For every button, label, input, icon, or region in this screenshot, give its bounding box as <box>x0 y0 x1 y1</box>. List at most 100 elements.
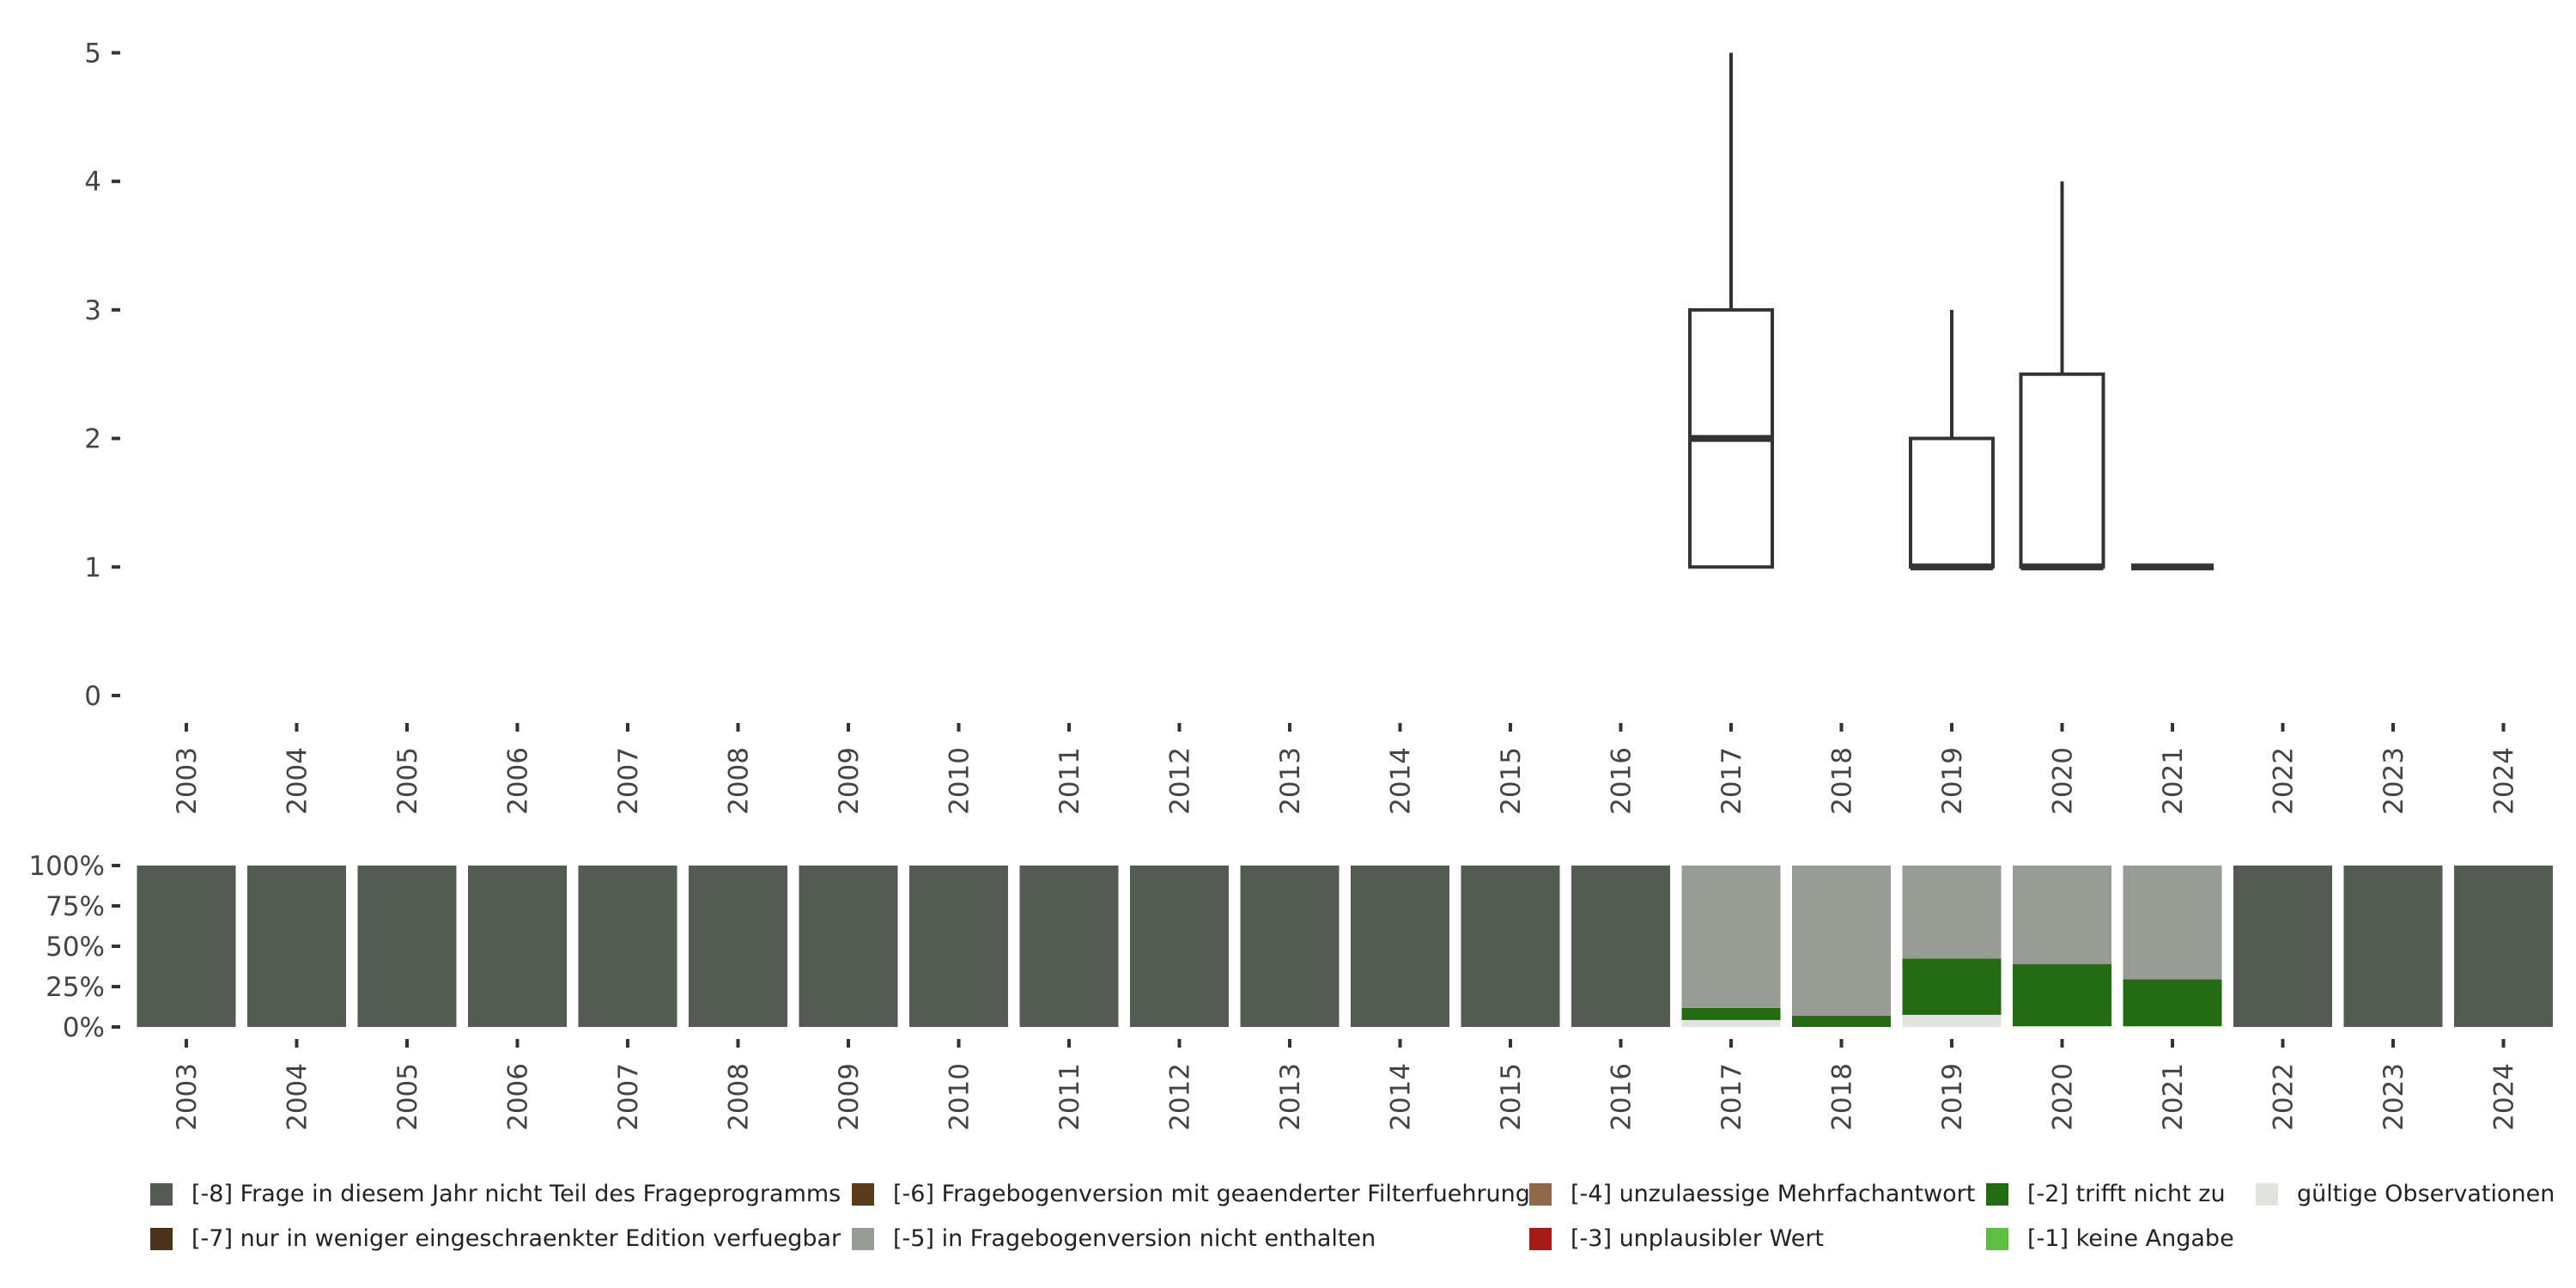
bar-segment <box>468 866 567 1027</box>
box <box>1909 436 1995 569</box>
bar-segment <box>1902 958 2002 1015</box>
y-tick-label: 1 <box>84 552 101 583</box>
x-tick-label: 2008 <box>724 1063 755 1131</box>
x-tick-label: 2022 <box>2269 747 2300 815</box>
legend-item: [-1] keine Angabe <box>1986 1225 2234 1252</box>
x-tick-label: 2024 <box>2489 1063 2520 1131</box>
x-tick-label: 2004 <box>283 1063 313 1131</box>
bar-segment <box>2123 979 2222 1027</box>
x-tick-label: 2004 <box>283 747 313 815</box>
legend-swatch <box>150 1182 173 1206</box>
legend-swatch <box>1529 1227 1552 1250</box>
x-tick-label: 2019 <box>1937 1063 1968 1131</box>
y-tick-label: 0 <box>84 681 101 712</box>
x-tick-label: 2009 <box>834 1063 865 1131</box>
x-tick-label: 2014 <box>1386 747 1417 815</box>
bar-segment <box>2454 866 2553 1027</box>
x-tick-label: 2007 <box>613 1063 644 1131</box>
legend-item: [-7] nur in weniger eingeschraenkter Edi… <box>150 1225 841 1252</box>
x-tick-label: 2023 <box>2379 747 2409 815</box>
bar-segment <box>1792 1015 1891 1027</box>
bar-segment <box>2013 963 2111 1027</box>
x-tick-label: 2017 <box>1716 1063 1747 1131</box>
x-tick-label: 2012 <box>1165 747 1196 815</box>
bar-segment <box>1019 866 1119 1027</box>
y-tick-label: 3 <box>84 295 101 326</box>
x-tick-label: 2022 <box>2269 1063 2300 1131</box>
boxplot-2017 <box>1688 52 1774 569</box>
x-tick-label: 2005 <box>392 747 423 815</box>
legend-swatch <box>852 1227 874 1250</box>
bar-segment <box>1571 866 1670 1027</box>
bar-segment <box>578 866 677 1027</box>
x-tick-label: 2014 <box>1386 1063 1417 1131</box>
legend-item: [-2] trifft nicht zu <box>1986 1181 2226 1207</box>
x-tick-label: 2013 <box>1275 747 1306 815</box>
x-tick-label: 2024 <box>2489 747 2520 815</box>
legend-item: [-6] Fragebogenversion mit geaenderter F… <box>852 1181 1530 1207</box>
legend-label: [-8] Frage in diesem Jahr nicht Teil des… <box>191 1181 841 1207</box>
x-tick-label: 2003 <box>172 1063 203 1131</box>
bar-segment <box>1240 866 1340 1027</box>
bar-segment <box>1792 866 1891 1016</box>
legend-swatch <box>1529 1182 1552 1206</box>
x-tick-label: 2005 <box>392 1063 423 1131</box>
x-tick-label: 2015 <box>1496 747 1527 815</box>
legend-label: [-3] unplausibler Wert <box>1571 1225 1825 1252</box>
legend-label: [-2] trifft nicht zu <box>2027 1181 2226 1207</box>
bar-segment <box>799 866 898 1027</box>
bar-segment <box>2013 1026 2111 1027</box>
bar-segment <box>2233 866 2332 1027</box>
x-tick-label: 2017 <box>1716 747 1747 815</box>
bar-segment <box>2343 866 2443 1027</box>
x-tick-label: 2016 <box>1607 747 1637 815</box>
x-tick-label: 2011 <box>1054 1063 1085 1131</box>
bar-segment <box>2013 866 2111 964</box>
bar-segment <box>689 866 787 1027</box>
bar-segment <box>1681 1007 1781 1020</box>
y-tick-label: 75% <box>46 891 105 922</box>
x-tick-label: 2006 <box>503 1063 534 1131</box>
legend-label: [-4] unzulaessige Mehrfachantwort <box>1571 1181 1976 1207</box>
bar-segment <box>1681 1019 1781 1027</box>
boxplot-2019 <box>1909 309 1995 571</box>
y-tick-label: 100% <box>28 851 105 882</box>
x-tick-label: 2016 <box>1607 1063 1637 1131</box>
legend-item: [-5] in Fragebogenversion nicht enthalte… <box>852 1225 1376 1252</box>
x-tick-label: 2018 <box>1827 747 1858 815</box>
bar-segment <box>1902 866 2002 959</box>
bar-segment <box>1461 866 1560 1027</box>
x-tick-label: 2021 <box>2158 1063 2189 1131</box>
legend-swatch <box>2256 1182 2278 1206</box>
x-tick-label: 2023 <box>2379 1063 2409 1131</box>
bar-segment <box>137 866 236 1027</box>
bar-segment <box>247 866 346 1027</box>
legend-label: [-7] nur in weniger eingeschraenkter Edi… <box>191 1225 841 1252</box>
legend-item: [-8] Frage in diesem Jahr nicht Teil des… <box>150 1181 841 1207</box>
legend-label: gültige Observationen <box>2297 1181 2555 1207</box>
legend-item: [-4] unzulaessige Mehrfachantwort <box>1529 1181 1975 1207</box>
bar-segment <box>2123 866 2222 980</box>
legend-item: [-3] unplausibler Wert <box>1529 1225 1824 1252</box>
y-tick-label: 5 <box>84 39 101 70</box>
bar-segment <box>2123 1026 2222 1027</box>
boxplot-2020 <box>2019 181 2105 571</box>
legend-label: [-6] Fragebogenversion mit geaenderter F… <box>893 1181 1530 1207</box>
bar-segment <box>1902 1014 2002 1027</box>
bar-segment <box>1351 866 1449 1027</box>
bar-segment <box>357 866 457 1027</box>
x-tick-label: 2018 <box>1827 1063 1858 1131</box>
legend-swatch <box>852 1182 874 1206</box>
legend-label: [-5] in Fragebogenversion nicht enthalte… <box>893 1225 1376 1252</box>
x-tick-label: 2009 <box>834 747 865 815</box>
legend-swatch <box>1986 1182 2008 1206</box>
legend-swatch <box>150 1227 173 1250</box>
bar-segment <box>909 866 1008 1027</box>
x-tick-label: 2019 <box>1937 747 1968 815</box>
legend-swatch <box>1986 1227 2008 1250</box>
x-tick-label: 2010 <box>945 1063 975 1131</box>
y-tick-label: 0% <box>63 1012 105 1043</box>
x-tick-label: 2007 <box>613 747 644 815</box>
x-tick-label: 2003 <box>172 747 203 815</box>
